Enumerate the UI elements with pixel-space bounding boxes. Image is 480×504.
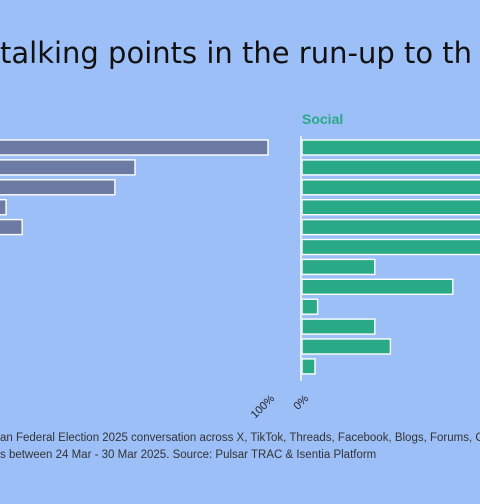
chart-title: talking points in the run-up to th	[0, 36, 473, 70]
footnote-line-2: s between 24 Mar - 30 Mar 2025. Source: …	[0, 449, 377, 461]
social-bar-12	[301, 358, 316, 375]
social-bar-4	[301, 198, 480, 216]
social-bar-6	[301, 238, 480, 256]
left-tick-label: 100%	[249, 393, 278, 422]
right-panel: 0%	[291, 136, 480, 412]
left-bar-5	[0, 218, 23, 236]
left-bar-3	[0, 179, 116, 196]
social-bar-10	[301, 318, 376, 335]
social-bar-9	[301, 298, 319, 315]
social-bar-3	[301, 179, 480, 196]
social-bar-1	[301, 139, 480, 156]
social-bar-8	[301, 278, 454, 295]
left-bar-4	[0, 198, 7, 216]
social-bar-2	[301, 159, 480, 176]
right-tick-label: 0%	[291, 393, 311, 413]
social-bar-7	[301, 258, 376, 276]
social-bar-5	[301, 218, 480, 236]
social-panel-title: Social	[302, 111, 344, 127]
left-bar-1	[0, 139, 269, 156]
social-bar-11	[301, 338, 392, 355]
left-panel: 100%	[0, 139, 278, 422]
left-bar-2	[0, 159, 136, 176]
footnote-line-1: an Federal Election 2025 conversation ac…	[0, 432, 480, 444]
